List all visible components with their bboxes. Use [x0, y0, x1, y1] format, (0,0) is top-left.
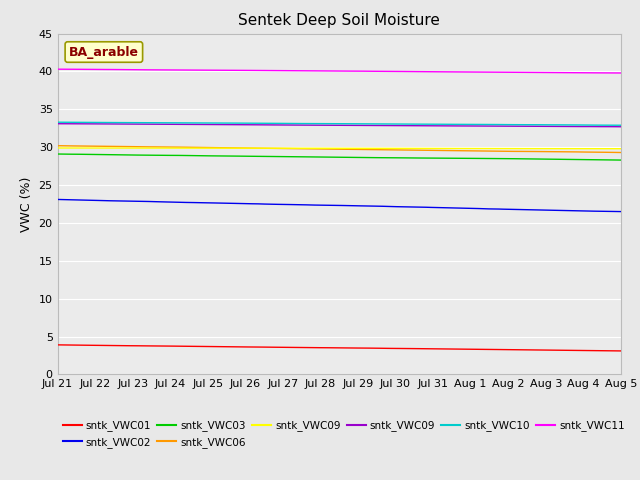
Y-axis label: VWC (%): VWC (%)	[20, 176, 33, 232]
Text: BA_arable: BA_arable	[69, 46, 139, 59]
Title: Sentek Deep Soil Moisture: Sentek Deep Soil Moisture	[238, 13, 440, 28]
Legend: sntk_VWC01, sntk_VWC02, sntk_VWC03, sntk_VWC06, sntk_VWC09, sntk_VWC09, sntk_VWC: sntk_VWC01, sntk_VWC02, sntk_VWC03, sntk…	[63, 420, 625, 447]
